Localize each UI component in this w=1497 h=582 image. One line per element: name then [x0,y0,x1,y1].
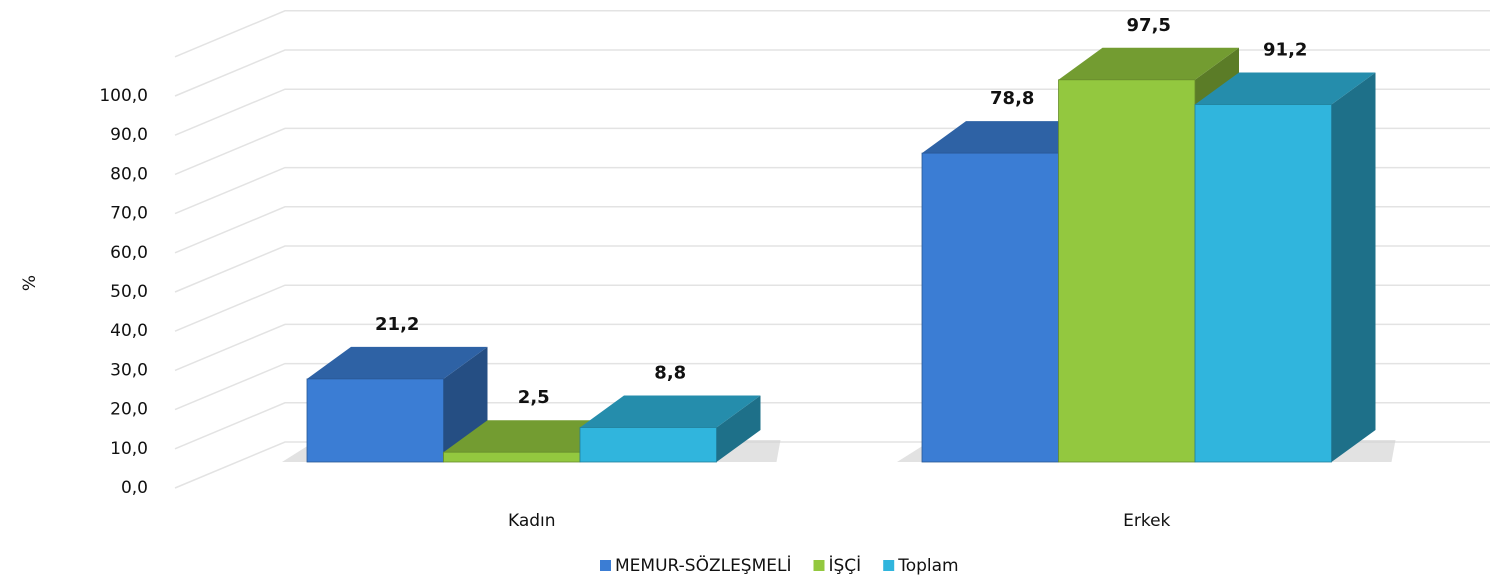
value-label: 78,8 [990,88,1034,109]
bar-top [580,395,761,428]
bar-side [1331,72,1376,462]
bar-side [716,395,761,462]
bar [579,427,717,463]
legend-label: MEMUR-SÖZLEŞMELİ [615,554,792,576]
x-tick-label: Kadın [508,511,556,531]
legend: MEMUR-SÖZLEŞMELİ İŞÇİ Toplam [600,554,959,576]
bar-top [443,420,624,453]
y-tick-label: 10,0 [110,439,148,459]
bar [1058,79,1196,463]
y-tick-label: 70,0 [110,204,148,224]
x-tick-label: Erkek [1123,511,1170,531]
value-label: 2,5 [518,387,550,408]
legend-swatch [883,560,895,571]
y-tick-label: 40,0 [110,321,148,341]
y-axis-label: % [20,275,40,291]
y-tick-label: 50,0 [110,282,148,302]
legend-label: Toplam [897,556,958,576]
bar [921,152,1059,463]
bar-top [1195,72,1376,105]
y-tick-label: 60,0 [110,243,148,263]
value-label: 91,2 [1263,39,1307,60]
legend-swatch [600,560,611,571]
bar [1194,104,1332,463]
y-tick-label: 100,0 [99,86,148,106]
legend-swatch [813,560,825,571]
grid-line [174,49,1490,97]
value-label: 97,5 [1127,15,1171,36]
y-tick-label: 90,0 [110,125,148,145]
bar [306,378,444,463]
bar-top [922,121,1103,154]
bar [443,451,581,463]
y-tick-label: 80,0 [110,164,148,184]
legend-label: İŞÇİ [829,555,862,576]
y-tick-label: 20,0 [110,400,148,420]
bar-top [1058,47,1239,80]
bar-top [307,346,488,379]
grid-line [174,10,1490,58]
y-tick-label: 30,0 [110,360,148,380]
value-label: 21,2 [375,314,419,335]
value-label: 8,8 [654,363,686,384]
y-tick-label: 0,0 [121,478,148,498]
